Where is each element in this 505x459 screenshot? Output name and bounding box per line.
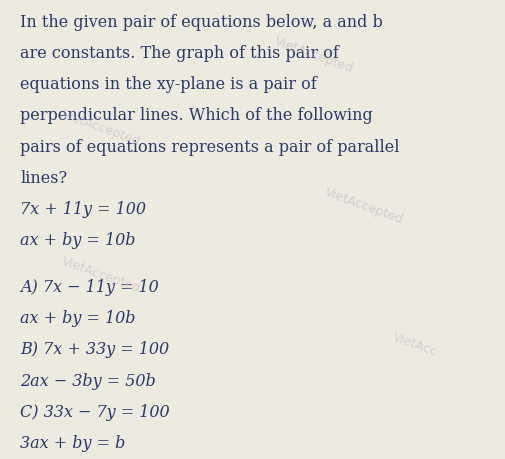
Text: B) 7x + 33y = 100: B) 7x + 33y = 100 (20, 341, 169, 358)
Text: are constants. The graph of this pair of: are constants. The graph of this pair of (20, 45, 338, 62)
Text: VietAcc: VietAcc (390, 330, 438, 358)
Text: 2ax − 3by = 50b: 2ax − 3by = 50b (20, 373, 156, 390)
Text: ax + by = 10b: ax + by = 10b (20, 232, 135, 249)
Text: VietAccepted: VietAccepted (60, 255, 142, 296)
Text: lines?: lines? (20, 170, 67, 187)
Text: VietAccepted: VietAccepted (323, 186, 405, 227)
Text: pairs of equations represents a pair of parallel: pairs of equations represents a pair of … (20, 139, 399, 156)
Text: A) 7x − 11y = 10: A) 7x − 11y = 10 (20, 279, 159, 296)
Text: equations in the xy-plane is a pair of: equations in the xy-plane is a pair of (20, 76, 316, 93)
Text: ax + by = 10b: ax + by = 10b (20, 310, 135, 327)
Text: C) 33x − 7y = 100: C) 33x − 7y = 100 (20, 404, 170, 421)
Text: VietAccepted: VietAccepted (60, 108, 142, 149)
Text: VietAccepted: VietAccepted (272, 35, 354, 75)
Text: In the given pair of equations below, a and b: In the given pair of equations below, a … (20, 14, 382, 31)
Text: 7x + 11y = 100: 7x + 11y = 100 (20, 201, 146, 218)
Text: 3ax + by = b: 3ax + by = b (20, 435, 125, 452)
Text: perpendicular lines. Which of the following: perpendicular lines. Which of the follow… (20, 107, 372, 124)
